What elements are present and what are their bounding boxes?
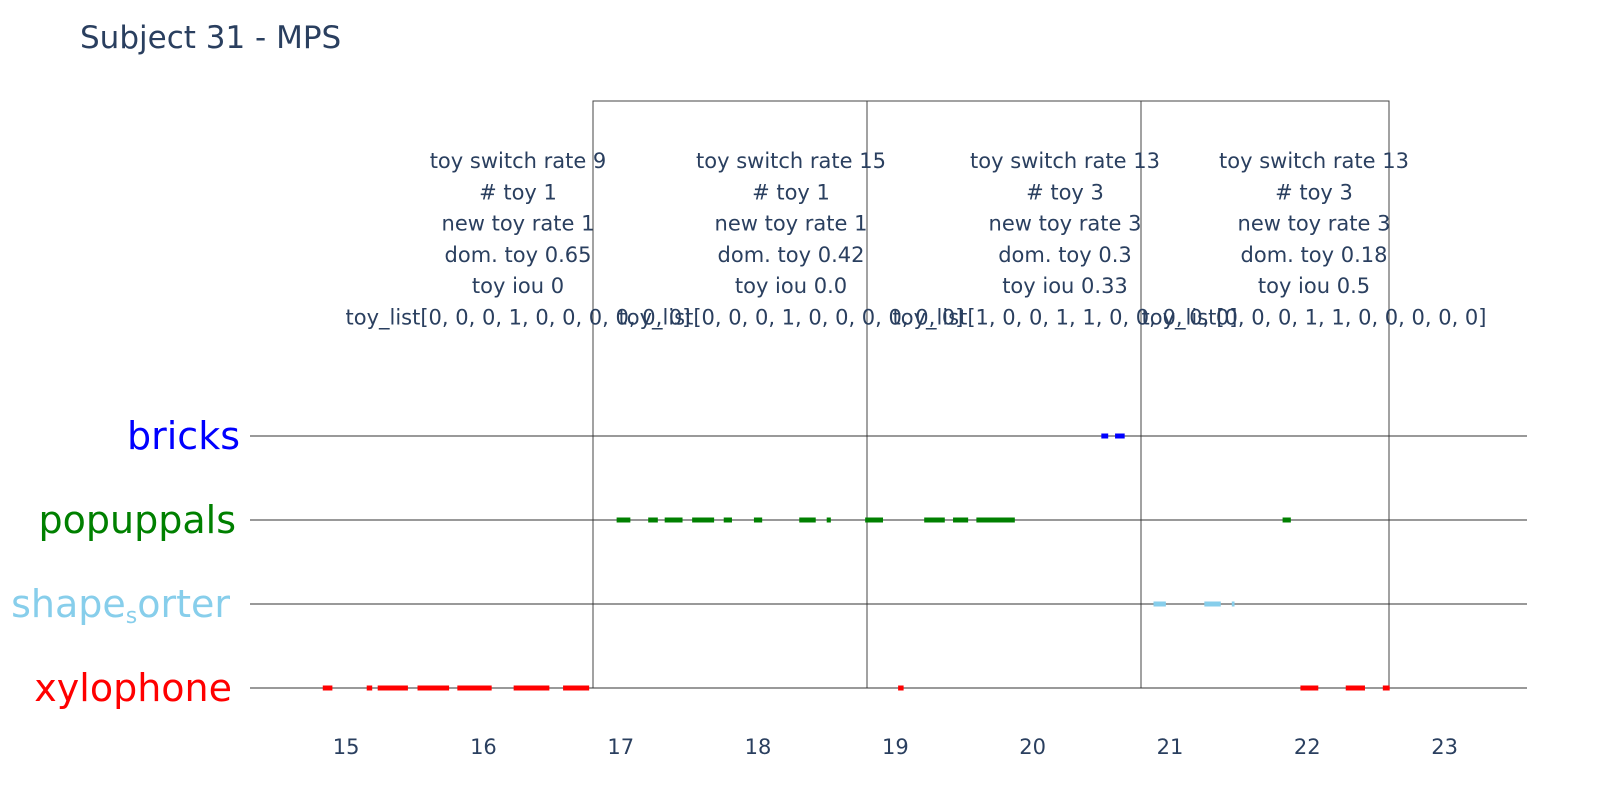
category-label: bricks <box>127 414 240 458</box>
segment-popuppals <box>664 517 683 523</box>
window-stat-line: new toy rate 3 <box>1238 212 1391 236</box>
segment-xylophone <box>1300 685 1319 691</box>
segment-xylophone <box>1345 685 1365 691</box>
x-tick-label: 21 <box>1157 735 1184 759</box>
window-stat-line: new toy rate 3 <box>989 212 1142 236</box>
window-stat-line: # toy 3 <box>1026 180 1104 204</box>
window-stat-line: toy switch rate 13 <box>1219 149 1409 173</box>
window-stat-line: dom. toy 0.18 <box>1241 243 1388 267</box>
segment-xylophone <box>898 685 904 691</box>
window-stat-line: # toy 3 <box>1275 180 1353 204</box>
x-tick-label: 15 <box>333 735 360 759</box>
window-stat-line: toy_list[0, 0, 0, 1, 0, 0, 0, 0, 0, 0] <box>345 306 690 331</box>
x-tick-label: 23 <box>1431 735 1458 759</box>
x-tick-label: 18 <box>745 735 772 759</box>
segment-xylophone <box>322 685 333 691</box>
window-stat-line: new toy rate 1 <box>715 212 868 236</box>
window-stat-line: # toy 1 <box>752 180 830 204</box>
window-stat-line: toy switch rate 15 <box>696 149 886 173</box>
segment-bricks <box>1115 433 1125 439</box>
x-tick-label: 20 <box>1019 735 1046 759</box>
segment-popuppals <box>753 517 763 523</box>
window-stat-line: toy_list[1, 0, 0, 1, 1, 0, 0, 0, 0, 0] <box>892 306 1237 331</box>
window-stat-line: toy_list[0, 0, 0, 1, 0, 0, 0, 0, 0, 0] <box>618 306 963 331</box>
segment-bricks <box>1101 433 1109 439</box>
segment-popuppals <box>799 517 816 523</box>
activity-segments <box>322 433 1390 691</box>
window-stat-line: toy iou 0 <box>472 274 564 298</box>
x-tick-label: 19 <box>882 735 909 759</box>
window-stat-line: new toy rate 1 <box>442 212 595 236</box>
window-stat-line: toy_list[0, 0, 0, 1, 1, 0, 0, 0, 0, 0] <box>1141 306 1486 331</box>
x-axis-ticks: 15 16 17 18 19 20 21 22 23 <box>333 735 1458 759</box>
segment-popuppals <box>976 517 1015 523</box>
window-stat-line: dom. toy 0.3 <box>998 243 1132 267</box>
segment-popuppals <box>1282 517 1291 523</box>
window-boxes <box>592 100 1390 689</box>
segment-popuppals <box>865 517 884 523</box>
segment-shape-sorter <box>1204 601 1221 607</box>
category-lines <box>250 435 1527 689</box>
segment-popuppals <box>924 517 945 523</box>
segment-popuppals <box>692 517 715 523</box>
chart-title: Subject 31 - MPS <box>80 20 341 56</box>
window-stat-line: dom. toy 0.42 <box>718 243 865 267</box>
window-stat-line: toy iou 0.33 <box>1002 274 1128 298</box>
window-stat-line: dom. toy 0.65 <box>445 243 592 267</box>
category-label: popuppals <box>39 498 236 542</box>
window-stat-line: toy iou 0.5 <box>1258 274 1370 298</box>
segment-xylophone <box>377 685 408 691</box>
category-label: xylophone <box>34 666 232 710</box>
x-tick-label: 16 <box>470 735 497 759</box>
segment-xylophone <box>366 685 373 691</box>
segment-popuppals <box>648 517 658 523</box>
window-stat-line: toy switch rate 9 <box>430 149 607 173</box>
window-stat-line: # toy 1 <box>479 180 557 204</box>
segment-xylophone <box>563 685 590 691</box>
window-stat-line: toy iou 0.0 <box>735 274 847 298</box>
segment-shape-sorter <box>1153 601 1166 607</box>
segment-popuppals <box>953 517 969 523</box>
category-label: shapesorter <box>11 582 230 629</box>
segment-shape-sorter <box>1231 601 1235 607</box>
segment-xylophone <box>1382 685 1390 691</box>
segment-popuppals <box>723 517 732 523</box>
window-stats: toy switch rate 9 # toy 1 new toy rate 1 do… <box>345 149 1486 331</box>
segment-popuppals <box>826 517 831 523</box>
window-stat-line: toy switch rate 13 <box>970 149 1160 173</box>
x-tick-label: 17 <box>607 735 634 759</box>
segment-xylophone <box>417 685 450 691</box>
segment-popuppals <box>616 517 631 523</box>
category-labels: bricks popuppals shapesorter xylophone <box>11 414 240 710</box>
segment-xylophone <box>457 685 492 691</box>
x-tick-label: 22 <box>1294 735 1321 759</box>
segment-xylophone <box>513 685 550 691</box>
